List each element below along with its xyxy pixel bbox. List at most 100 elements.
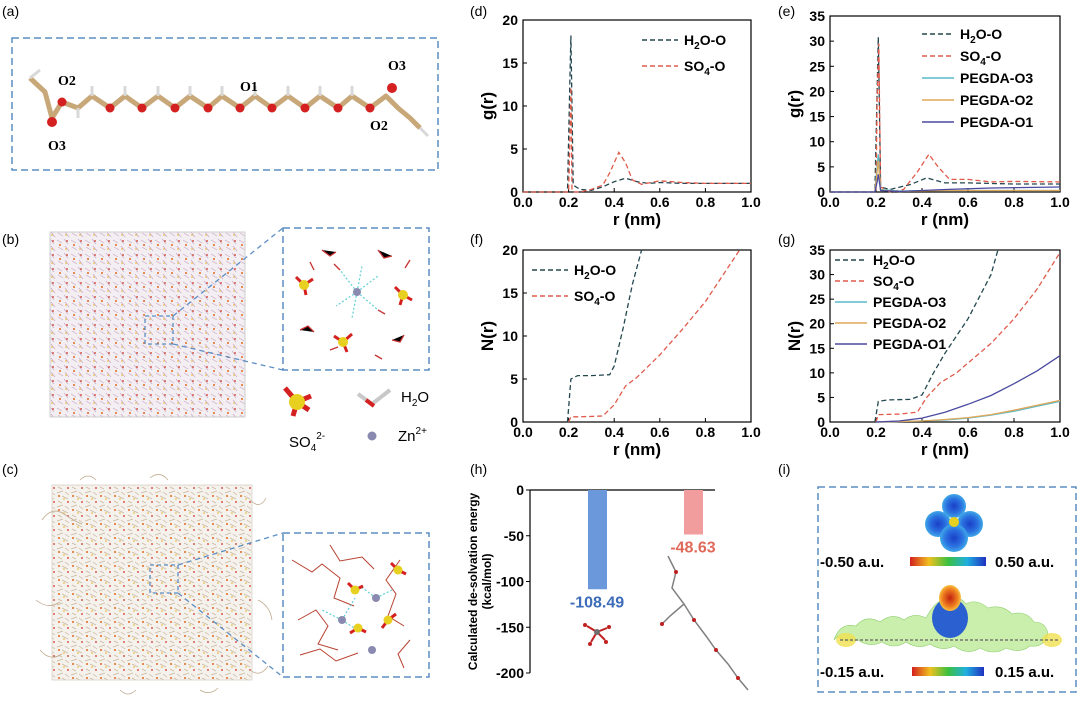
hydrogen-atoms [29, 68, 430, 138]
series-h2o-o-line [566, 249, 643, 423]
y-axis-label-unit: (kcal/mol) [480, 553, 494, 609]
panel-b-zoom-region [144, 315, 174, 345]
panel-label-b: (b) [2, 231, 19, 247]
panel-c-box [51, 484, 253, 681]
legend-label: H2O-O [684, 32, 726, 52]
panel-b-box [49, 231, 246, 418]
series-so4-o-line [568, 249, 741, 423]
x-tick-label: 0.8 [696, 424, 716, 440]
series-pegda-o1-line [875, 355, 1061, 423]
panel-c-simulation [35, 474, 430, 695]
sulfate-cluster-sketch [583, 623, 611, 646]
y-tick-label: 10 [502, 328, 518, 344]
species-legend: SO42- H2O Zn2+ [283, 386, 429, 454]
chart-h: 0 -50 -100 -150 -200 Calculated de-solvation … [466, 482, 716, 681]
x-tick-label: 1.0 [1050, 424, 1070, 440]
x-axis-label: r (nm) [613, 440, 661, 459]
y-tick-label: 20 [809, 316, 825, 332]
series-h2o-o-line [874, 249, 999, 423]
esp-colorbar-top [910, 557, 986, 566]
y-tick-label: 25 [809, 58, 825, 74]
y-tick-label: 30 [809, 267, 825, 283]
panel-h-molecules [583, 555, 749, 691]
series-h2o-o-line [523, 35, 751, 193]
panel-b-zoom-line-top [172, 227, 284, 317]
chart-layer: 0.0 0.2 0.4 0.6 0.8 1.0 0 5 10 15 20 r (nm) g(r) H2O-… [466, 8, 1070, 681]
y-axis-label: N(r) [785, 321, 804, 351]
y-tick-label: 15 [809, 340, 825, 356]
series-pegda-o1-line [830, 174, 1061, 193]
y-tick-label: -100 [496, 574, 524, 590]
legend-label: H2O-O [574, 262, 616, 282]
bar-0 [588, 490, 607, 590]
series-pegda-o2-line [875, 399, 1061, 423]
y-tick-label: 0 [510, 184, 518, 200]
x-tick-label: 0.6 [650, 424, 670, 440]
legend-label: PEGDA-O3 [960, 70, 1033, 86]
x-tick-label: 0.2 [559, 424, 579, 440]
panel-label-a: (a) [2, 3, 19, 19]
x-tick-label: 0.0 [820, 424, 840, 440]
panel-i-esp: -0.50 a.u. 0.50 a.u. -0.15 a.u. 0.15 a.u… [817, 486, 1077, 693]
x-tick-label: 0.0 [513, 424, 533, 440]
legend-label: PEGDA-O2 [960, 92, 1033, 108]
panel-c-zoom-region [149, 564, 179, 594]
y-tick-label: 0 [516, 482, 524, 498]
y-tick-label: 0 [817, 414, 825, 430]
panel-c-zoom-frame [282, 532, 430, 678]
chart-f-frame [522, 249, 752, 423]
atom-label-o1: O1 [240, 80, 258, 95]
esp-bottom-max-label: 0.15 a.u. [995, 664, 1054, 681]
y-tick-label: -150 [496, 619, 524, 635]
x-tick-label: 0.2 [559, 194, 579, 210]
legend-label: SO4-O [873, 273, 914, 293]
y-tick-label: 30 [809, 33, 825, 49]
chart-g: 0.0 0.2 0.4 0.6 0.8 1.0 0 5 10 15 20 25 30 35 r (nm) N(… [785, 242, 1070, 459]
sulfate-ions-b [294, 275, 413, 353]
water-icon [356, 388, 392, 408]
chart-e-frame [829, 15, 1061, 193]
esp-pegda-surface [833, 585, 1062, 653]
chart-f: 0.0 0.2 0.4 0.6 0.8 1.0 0 5 10 15 20 r (nm) N(r) H2O-… [478, 242, 761, 459]
y-axis-label: N(r) [478, 321, 497, 351]
panel-b-zoom-frame [282, 227, 430, 371]
solvation-shell-c [291, 544, 411, 669]
bar-1 [684, 490, 703, 535]
chart-e: 0.0 0.2 0.4 0.6 0.8 1.0 0 5 10 15 20 25 30 35 r (nm) g(… [785, 8, 1070, 229]
x-tick-label: 1.0 [1050, 194, 1070, 210]
x-axis-label: r (nm) [921, 210, 969, 229]
legend-label: H2O-O [873, 252, 915, 272]
esp-sulfate-surface [925, 494, 983, 552]
panel-label-i: (i) [778, 461, 790, 477]
y-tick-label: 10 [502, 98, 518, 114]
x-tick-label: 0.4 [912, 424, 932, 440]
legend-label: SO4-O [960, 48, 1001, 68]
panel-c-zoom-line-top [177, 532, 284, 566]
x-axis-label: r (nm) [613, 210, 661, 229]
y-tick-label: 0 [817, 184, 825, 200]
panel-a-molecule: O2 O3 O1 O3 O2 [11, 37, 439, 171]
y-axis-label: Calculated de-solvation energy [466, 492, 480, 670]
y-tick-label: 10 [809, 365, 825, 381]
panel-label-d: (d) [470, 3, 487, 19]
esp-colorbar-bottom [912, 667, 984, 676]
x-tick-label: 0.4 [912, 194, 932, 210]
molecule-backbone [28, 76, 422, 130]
y-tick-label: 15 [502, 55, 518, 71]
x-tick-label: 0.2 [866, 424, 886, 440]
x-tick-label: 0.8 [1004, 194, 1024, 210]
y-tick-label: 35 [809, 242, 825, 258]
y-tick-label: 25 [809, 291, 825, 307]
y-tick-label: -200 [496, 665, 524, 681]
legend-label: PEGDA-O1 [960, 114, 1033, 130]
atom-label-o2-left: O2 [58, 74, 76, 89]
x-tick-label: 0.0 [820, 194, 840, 210]
legend-label: H2O-O [960, 26, 1002, 46]
pegda-chain-sketch [660, 555, 749, 691]
y-tick-label: 10 [809, 134, 825, 150]
series-so4-o-line [523, 87, 751, 193]
panel-a-frame [11, 37, 439, 171]
water-legend-label: H2O [401, 389, 429, 409]
panel-label-c: (c) [2, 461, 18, 477]
